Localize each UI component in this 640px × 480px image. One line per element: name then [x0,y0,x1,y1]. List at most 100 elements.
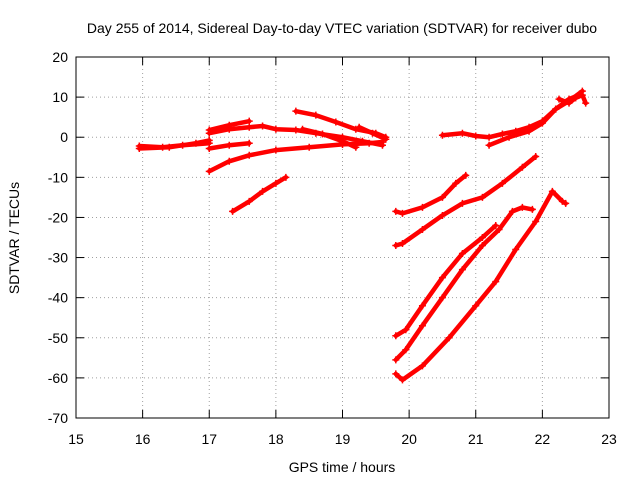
data-point [305,143,313,151]
data-point [368,129,376,137]
y-tick-label: 0 [60,129,68,145]
y-tick-label: 20 [52,49,68,65]
data-point [229,207,237,215]
data-point [565,99,573,107]
data-point [498,179,506,187]
y-tick-label: -50 [48,330,68,346]
data-point [225,125,233,133]
series-arc6 [205,138,386,175]
data-point [352,143,360,151]
data-point [392,370,400,378]
data-point [332,118,340,126]
data-point [438,274,446,282]
data-point [445,334,453,342]
data-point [392,332,400,340]
series-arc7 [229,173,290,215]
series-line [393,205,535,363]
data-point [205,129,213,137]
plot-frame [75,56,610,419]
data-point [398,209,406,217]
series-arc13 [392,221,500,340]
data-point [478,234,486,241]
y-tick-label: 10 [52,89,68,105]
data-point [192,139,200,147]
data-point [418,203,426,211]
data-point [312,111,320,119]
data-point [555,95,563,103]
x-tick-label: 17 [201,431,217,447]
data-point [339,137,346,145]
data-point [438,131,446,139]
data-point [245,139,253,147]
y-tick-label: -10 [48,169,68,185]
data-point [548,187,556,195]
data-point [518,163,526,171]
data-point [438,211,446,219]
data-point [452,179,460,187]
x-tick-label: 19 [335,431,351,447]
data-point [418,225,426,233]
series-line [207,139,385,174]
data-point [485,141,493,149]
x-tick-label: 18 [268,431,284,447]
series-line [207,123,385,148]
data-point [458,250,466,258]
data-point [272,125,280,133]
x-axis-label: GPS time / hours [289,459,396,475]
series-arc2 [135,136,213,152]
data-point [532,217,540,225]
data-point [418,322,426,330]
series-arc12 [392,152,540,250]
data-point [205,167,213,175]
series-line [300,126,359,150]
data-point [392,207,400,215]
data-point [225,157,233,165]
data-point [495,225,503,233]
data-point [299,125,307,133]
series-arc5 [205,139,253,152]
data-point [365,139,373,147]
data-point [538,119,546,127]
data-point [292,126,300,134]
x-tick-label: 15 [68,431,84,447]
data-point [492,278,500,286]
data-point [398,376,406,384]
y-tick-label: -30 [48,250,68,266]
data-point [478,193,486,201]
data-point [398,240,406,248]
data-point [578,91,586,99]
data-point [508,207,516,215]
data-point [505,133,513,141]
data-point [225,141,233,149]
data-point [205,136,213,144]
data-point [552,105,560,113]
x-tick-label: 20 [401,431,417,447]
data-point [498,130,506,138]
x-tick-label: 16 [135,431,151,447]
data-point [245,117,253,125]
data-point [259,122,267,130]
data-point [272,146,280,154]
y-tick-label: -40 [48,290,68,306]
x-tick-label: 21 [468,431,484,447]
data-point [392,242,400,250]
data-point [532,152,540,160]
data-point [438,294,446,302]
data-point [418,362,426,370]
data-point [562,199,570,207]
data-point [205,144,213,152]
y-axis-label: SDTVAR / TECUs [6,182,22,294]
data-point [245,123,253,131]
data-point [165,143,173,151]
data-point [135,144,143,152]
data-point [402,346,410,354]
data-point [458,266,466,274]
data-point [525,127,533,135]
data-point [272,179,280,187]
chart-title: Day 255 of 2014, Sidereal Day-to-day VTE… [87,20,597,36]
y-tick-label: -20 [48,209,68,225]
data-point [392,356,400,364]
data-point [245,197,253,205]
series-arc9 [299,125,360,151]
